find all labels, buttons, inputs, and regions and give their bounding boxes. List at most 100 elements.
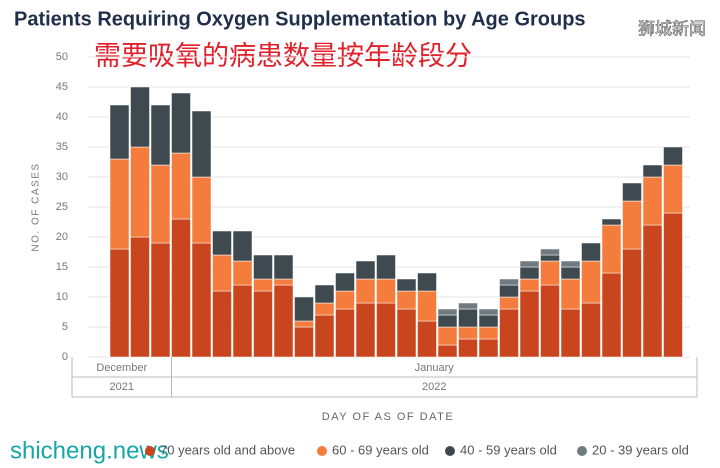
bar-segment xyxy=(601,224,622,274)
bar-segment xyxy=(171,152,191,220)
bar-segment xyxy=(150,104,171,166)
bar-segment xyxy=(376,302,396,358)
bar-segment xyxy=(273,284,294,358)
legend-label: 70 years old and above xyxy=(160,442,295,457)
bar-segment xyxy=(232,284,253,358)
chart-title: Patients Requiring Oxygen Supplementatio… xyxy=(14,8,586,30)
bar-segment xyxy=(622,200,642,250)
x-group-sublabel: 2022 xyxy=(422,381,446,393)
source-mark: shicheng.news xyxy=(10,437,169,464)
bar-segment xyxy=(499,308,519,358)
y-tick-label: 20 xyxy=(56,231,68,243)
bar-segment xyxy=(396,308,417,358)
bar-segment xyxy=(519,260,540,268)
watermark: 狮城新闻 xyxy=(638,19,706,38)
bar-segment xyxy=(109,158,130,250)
y-tick-label: 40 xyxy=(56,111,68,123)
y-tick-label: 0 xyxy=(62,351,68,363)
legend-label: 60 - 69 years old xyxy=(332,442,429,457)
bar-segment xyxy=(396,278,417,292)
bar-segment xyxy=(560,278,581,310)
bar-segment xyxy=(335,308,355,358)
bar-segment xyxy=(581,302,601,358)
bar-segment xyxy=(417,290,437,322)
bar-segment xyxy=(642,224,663,358)
bar-segment xyxy=(519,278,540,292)
bar-segment xyxy=(335,290,355,310)
bar-segment xyxy=(478,314,499,328)
bar-segment xyxy=(171,218,191,358)
x-group-sublabel: 2021 xyxy=(110,381,134,393)
bar-segment xyxy=(417,272,437,292)
bar-segment xyxy=(519,290,540,358)
bar-segment xyxy=(294,320,314,328)
bar-segment xyxy=(212,254,232,292)
bar-segment xyxy=(314,302,335,316)
bar-segment xyxy=(376,254,396,280)
bar-segment xyxy=(273,278,294,286)
bar-segment xyxy=(109,104,130,160)
bar-segment xyxy=(642,164,663,178)
bar-segment xyxy=(478,326,499,340)
bar-segment xyxy=(478,338,499,358)
y-tick-label: 30 xyxy=(56,171,68,183)
legend-label: 20 - 39 years old xyxy=(592,442,689,457)
y-tick-label: 35 xyxy=(56,141,68,153)
x-axis-label: DAY OF AS OF DATE xyxy=(322,411,454,423)
bar-segment xyxy=(601,218,622,226)
bar-segment xyxy=(253,254,273,280)
bar-segment xyxy=(130,86,150,148)
bar-segment xyxy=(294,296,314,322)
bar-segment xyxy=(253,290,273,358)
legend-swatch xyxy=(445,446,455,456)
y-tick-label: 5 xyxy=(62,321,68,333)
bar-segment xyxy=(540,254,560,262)
bar-segment xyxy=(499,284,519,298)
bar-segment xyxy=(560,308,581,358)
bar-segment xyxy=(622,182,642,202)
bar-segment xyxy=(396,290,417,310)
bar-segment xyxy=(109,248,130,358)
bar-segment xyxy=(663,164,683,214)
bar-segment xyxy=(273,254,294,280)
bar-segment xyxy=(458,338,478,358)
bar-segment xyxy=(253,278,273,292)
bar-segment xyxy=(355,278,376,304)
bar-segment xyxy=(540,260,560,286)
bar-segment xyxy=(560,260,581,268)
legend-swatch xyxy=(577,446,587,456)
bar-segment xyxy=(519,266,540,280)
bar-segment xyxy=(540,248,560,256)
legend-swatch xyxy=(317,446,327,456)
bar-segment xyxy=(581,242,601,262)
bar-segment xyxy=(191,242,212,358)
bar-segment xyxy=(437,326,458,346)
bar-segment xyxy=(191,110,212,178)
bar-segment xyxy=(314,314,335,358)
bar-segment xyxy=(191,176,212,244)
bar-segment xyxy=(437,314,458,328)
bar-segment xyxy=(458,326,478,340)
bar-segment xyxy=(232,260,253,286)
bar-segment xyxy=(642,176,663,226)
bar-segment xyxy=(437,344,458,358)
legend-label: 40 - 59 years old xyxy=(460,442,557,457)
bar-segment xyxy=(212,230,232,256)
bar-segment xyxy=(499,296,519,310)
bar-segment xyxy=(150,242,171,358)
chart-subtitle: 需要吸氧的病患数量按年龄段分 xyxy=(94,41,472,71)
bar-segment xyxy=(355,260,376,280)
bar-segment xyxy=(601,272,622,358)
y-axis-label: NO. OF CASES xyxy=(31,162,42,251)
bar-segment xyxy=(376,278,396,304)
bar-segment xyxy=(294,326,314,358)
bar-segment xyxy=(540,284,560,358)
x-group-label: December xyxy=(96,362,147,374)
bar-segment xyxy=(130,236,150,358)
bar-segment xyxy=(232,230,253,262)
bar-segment xyxy=(335,272,355,292)
bar-segment xyxy=(663,212,683,358)
y-tick-label: 45 xyxy=(56,81,68,93)
bar-segment xyxy=(437,308,458,316)
